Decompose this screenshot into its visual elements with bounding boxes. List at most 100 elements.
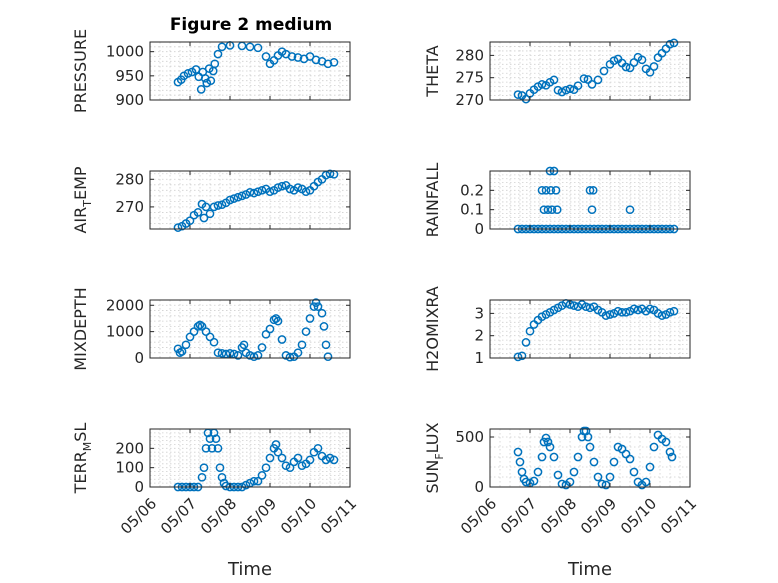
x-tick-label: 05/09 [577,495,620,538]
data-point [553,470,563,480]
data-point [587,80,597,89]
y-axis-label: SUNFLUX [423,422,446,493]
y-axis-label: TERRMSL [71,423,94,495]
subplot-3: 270 280 AIRTEMP [71,166,351,234]
data-point [665,39,675,49]
data-point [323,59,333,69]
data-point [277,335,287,344]
data-point [271,440,281,449]
data-point [621,62,631,72]
data-point [201,443,211,453]
data-point [205,209,215,219]
data-point [209,337,219,347]
y-tick-label: 0 [134,478,144,496]
data-point [513,352,523,362]
y-tick-label: 100 [115,459,144,477]
data-point [215,463,225,473]
data-point [605,310,615,319]
data-point [599,66,609,76]
data-point [649,62,659,71]
y-tick-label: 500 [455,428,484,446]
data-point [543,205,553,215]
y-axis-label: MIXDEPTH [71,287,90,370]
data-point [521,477,531,487]
subplot-1: 900 950 1000 PRESSURE [71,29,351,113]
y-axis-label-subscript: T [81,200,94,208]
figure-title: Figure 2 medium [170,15,332,35]
data-point [313,302,323,311]
data-point [233,351,243,360]
data-point [229,194,239,203]
data-point [265,187,275,197]
data-point [545,442,555,452]
axes-box [149,170,351,230]
data-point [565,84,575,94]
data-point [625,454,635,464]
data-point [515,457,525,467]
data-point [273,183,283,192]
data-point [257,471,267,480]
x-tick-label: 05/10 [277,495,320,538]
data-point [645,462,655,472]
data-point [293,453,303,463]
subplot-2: 270 275 280 THETA [423,38,691,109]
data-point [257,343,267,352]
data-point [177,347,187,356]
data-point [199,463,209,473]
data-point [217,348,227,358]
data-point [557,87,567,97]
data-point [547,205,557,215]
y-tick-label: 280 [115,170,144,188]
data-point [253,351,263,360]
data-point [265,324,275,334]
data-point [197,472,207,482]
y-axis-label: THETA [423,45,442,97]
data-point [206,76,216,86]
data-point [601,311,611,320]
y-axis-label-subscript: F [433,453,446,459]
data-point [317,308,327,318]
data-point [593,75,603,85]
y-axis-label-main: RAINFALL [423,163,442,238]
y-axis-label-main: PRESSURE [71,29,90,113]
x-axis-label: Time [567,559,612,580]
y-tick-label: 2000 [106,296,144,314]
y-tick-label: 270 [455,91,484,109]
data-point [649,442,659,452]
data-point [537,452,547,462]
data-point [277,453,287,463]
y-axis-label-main: SUN [423,460,442,494]
data-point [281,351,291,360]
data-point [185,216,195,226]
data-point [325,169,335,179]
y-tick-label: 2 [474,327,484,345]
data-point [641,477,651,487]
data-point [201,202,211,212]
data-point [645,67,655,77]
data-point [613,306,623,316]
data-point [253,43,263,53]
y-tick-label: 950 [115,67,144,85]
data-point [239,340,249,350]
x-tick-label: 05/08 [537,495,580,538]
y-tick-label: 270 [115,198,144,216]
data-point [546,185,556,195]
data-point [645,304,655,314]
y-axis-label: PRESSURE [71,29,90,113]
data-point [245,187,255,197]
axes-box [149,428,351,488]
data-point [196,85,206,94]
y-axis-label-rest: EMP [71,166,90,200]
data-point [237,191,247,201]
data-point [637,55,647,65]
data-point [553,85,563,95]
data-point [261,463,271,473]
data-point [587,205,597,215]
y-axis-label-subscript: M [81,442,94,452]
data-point [253,187,263,197]
data-point [205,434,215,444]
data-point [329,455,339,465]
data-point [287,52,297,61]
x-tick-label: 05/11 [317,495,360,538]
data-point [313,443,323,453]
